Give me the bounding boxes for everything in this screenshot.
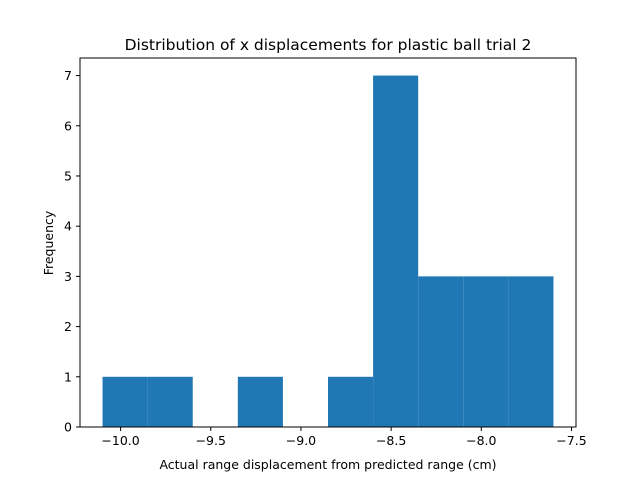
x-tick-label: −9.0 xyxy=(286,433,316,448)
histogram-bar xyxy=(508,276,554,427)
y-tick-label: 1 xyxy=(64,369,72,384)
x-tick-label: −8.0 xyxy=(466,433,496,448)
x-tick-label: −10.0 xyxy=(101,433,139,448)
x-tick-label: −8.5 xyxy=(376,433,406,448)
histogram-bar xyxy=(147,376,193,427)
histogram-bar xyxy=(328,376,374,427)
y-tick-label: 2 xyxy=(64,319,72,334)
x-tick-label: −9.5 xyxy=(196,433,226,448)
histogram-bar xyxy=(373,75,419,428)
chart-title: Distribution of x displacements for plas… xyxy=(125,36,532,54)
histogram-bar xyxy=(237,376,283,427)
y-tick-label: 4 xyxy=(64,219,72,234)
y-tick-label: 7 xyxy=(64,68,72,83)
y-tick-label: 3 xyxy=(64,269,72,284)
x-axis: −10.0 −9.5 −9.0 −8.5 −8.0 −7.5 xyxy=(101,427,587,448)
y-tick-label: 6 xyxy=(64,118,72,133)
plot-frame xyxy=(79,57,577,428)
y-tick-label: 5 xyxy=(64,168,72,183)
y-axis: 0 1 2 3 4 5 6 7 xyxy=(64,68,80,435)
histogram-bar xyxy=(418,276,464,427)
histogram-bar xyxy=(463,276,509,427)
x-tick-label: −7.5 xyxy=(556,433,586,448)
y-tick-label: 0 xyxy=(64,420,72,435)
x-axis-label: Actual range displacement from predicted… xyxy=(159,457,496,472)
histogram-bar xyxy=(102,376,148,427)
y-axis-label: Frequency xyxy=(41,210,56,275)
bars-group xyxy=(102,75,554,428)
